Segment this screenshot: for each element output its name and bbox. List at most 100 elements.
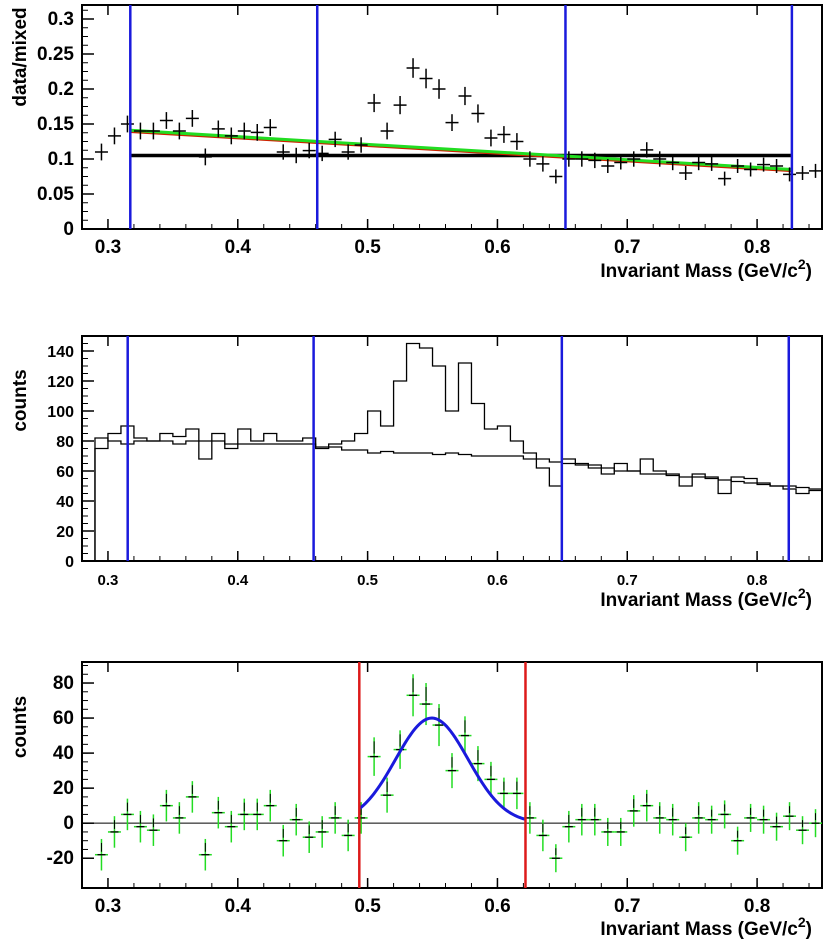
data-point <box>107 816 121 848</box>
y-tick-label: 20 <box>56 524 74 541</box>
data-point <box>133 122 147 140</box>
data-point <box>627 795 641 827</box>
data-point <box>354 137 368 153</box>
y-tick-label: 0.05 <box>37 184 74 205</box>
x-tick-label: 0.3 <box>98 572 119 589</box>
data-point <box>120 115 134 133</box>
data-point <box>120 798 134 831</box>
data-point <box>536 819 550 852</box>
data-point <box>237 798 251 831</box>
x-tick-label: 0.3 <box>95 237 121 258</box>
x-tick-label: 0.8 <box>744 896 770 917</box>
y-tick-label: 20 <box>53 778 74 799</box>
data-point <box>146 814 160 846</box>
data-point <box>744 162 758 177</box>
data-point <box>94 143 108 161</box>
data-point <box>757 157 771 172</box>
data-point <box>419 68 433 89</box>
x-axis-label-close: ) <box>806 919 812 940</box>
data-point <box>679 823 693 852</box>
data-point <box>523 151 537 167</box>
y-tick-label: 0.3 <box>48 9 74 30</box>
data-point <box>575 151 589 167</box>
data-point <box>250 124 264 141</box>
data-point <box>783 802 797 831</box>
data-point <box>549 844 563 873</box>
data-point <box>653 802 667 834</box>
data-point <box>224 127 238 145</box>
data-point <box>575 803 589 836</box>
data-point <box>94 838 108 871</box>
data-point <box>380 777 394 813</box>
data-point <box>172 802 186 834</box>
data-point <box>276 144 290 160</box>
y-tick-label: 0.2 <box>48 79 74 100</box>
data-point <box>497 777 511 810</box>
x-tick-label: 0.7 <box>617 572 638 589</box>
x-tick-label: 0.4 <box>225 896 252 917</box>
data-point <box>107 127 121 145</box>
data-point <box>757 805 771 834</box>
data-point <box>289 803 303 836</box>
x-axis-label: Invariant Mass (GeV/c2) <box>600 914 812 940</box>
data-point <box>666 154 680 171</box>
data-point <box>601 159 615 173</box>
data-point <box>159 112 173 129</box>
y-tick-label: 60 <box>56 464 74 481</box>
data-point <box>640 789 654 822</box>
data-point <box>315 816 329 848</box>
data-point <box>172 122 186 140</box>
y-tick-label: 0 <box>65 554 74 571</box>
x-axis-label: Invariant Mass (GeV/c2) <box>600 585 812 611</box>
data-point <box>276 824 290 857</box>
data-point <box>393 96 407 115</box>
data-point <box>289 147 303 164</box>
x-axis-label: Invariant Mass (GeV/c2) <box>600 256 812 282</box>
data-point <box>341 819 355 852</box>
plot-frame <box>81 335 823 562</box>
data-point <box>263 789 277 822</box>
y-tick-label: 60 <box>53 708 74 729</box>
x-tick-label: 0.7 <box>614 896 640 917</box>
data-point <box>302 821 316 853</box>
plot-frame <box>81 4 823 230</box>
y-axis-label: counts <box>10 696 31 758</box>
data-point <box>328 131 342 148</box>
data-point <box>731 826 745 855</box>
x-axis-label-text: Invariant Mass (GeV/c <box>600 919 798 940</box>
x-tick-label: 0.5 <box>354 237 381 258</box>
fit-curve-gaussian <box>358 716 526 821</box>
data-point <box>497 126 511 143</box>
data-point <box>198 838 212 871</box>
data-point <box>380 122 394 140</box>
data-point <box>211 796 225 829</box>
data-point <box>679 166 693 180</box>
x-tick-label: 0.4 <box>225 237 252 258</box>
data-point <box>510 777 524 810</box>
panel-3: 0.3 0.4 0.5 0.6 0.7 0.8 -20 0 20 40 60 80 counts Inva… <box>10 661 823 940</box>
data-point <box>783 167 797 182</box>
panel-2: 0.3 0.4 0.5 0.6 0.7 0.8 0 20 40 60 80 100 120 140 coun… <box>10 335 823 611</box>
data-point <box>796 166 810 180</box>
x-axis-label-text: Invariant Mass (GeV/c <box>600 590 798 611</box>
data-point <box>809 809 822 838</box>
x-axis-label-close: ) <box>806 590 812 611</box>
data-point <box>250 798 264 831</box>
x-tick-label: 0.6 <box>484 896 510 917</box>
data-point <box>796 816 810 845</box>
y-axis-label: data/mixed <box>10 7 31 106</box>
data-point <box>614 817 628 846</box>
data-point <box>549 169 563 184</box>
y-tick-label: 40 <box>53 743 74 764</box>
y-tick-label: 0.25 <box>37 44 74 65</box>
fit-line-linear-green <box>130 128 792 171</box>
x-axis-label-sup: 2 <box>798 585 806 601</box>
data-point <box>536 156 550 172</box>
data-point <box>627 151 641 167</box>
data-point <box>562 810 576 843</box>
y-tick-label: 140 <box>47 344 74 361</box>
plot-frame <box>81 661 823 889</box>
data-point <box>588 152 602 169</box>
data-point <box>640 142 654 158</box>
data-point <box>133 810 147 843</box>
